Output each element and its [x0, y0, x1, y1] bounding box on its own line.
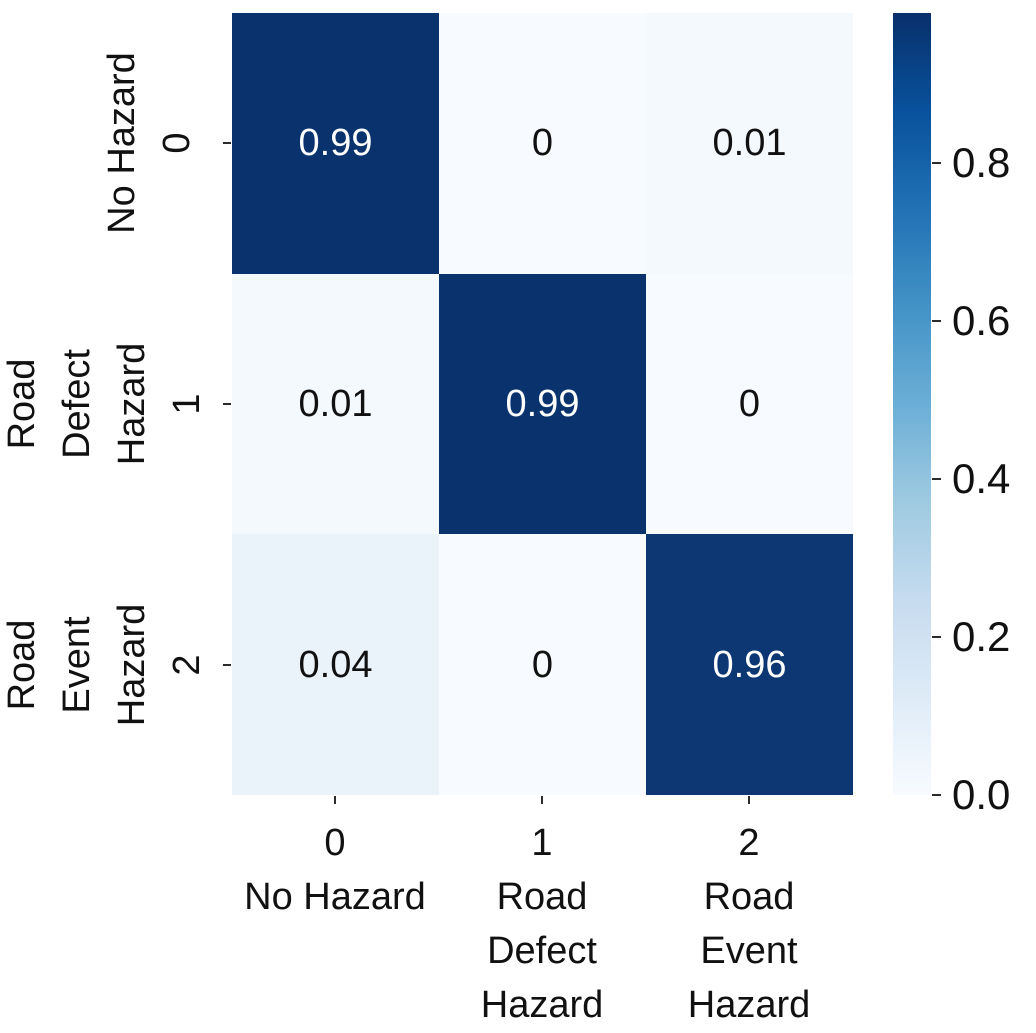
x-tick-label-0: 0 No Hazard: [244, 822, 426, 918]
colorbar-tick-mark-3: [932, 636, 941, 638]
y-tick-mark-1: [223, 403, 231, 405]
colorbar-tick-label-0: 0.8: [952, 139, 1011, 186]
y-tick-label-0: No Hazard 0: [101, 52, 198, 234]
colorbar-tick-label-2: 0.4: [952, 455, 1011, 502]
x-tick-mark-0: [334, 796, 336, 804]
colorbar-tick-mark-2: [932, 478, 941, 480]
matrix-cell-r0c2: 0.01: [646, 13, 853, 274]
x-tick-mark-2: [748, 796, 750, 804]
y-tick-label-1: Road Defect Hazard 1: [1, 342, 208, 466]
matrix-cell-r1c0: 0.01: [232, 273, 439, 535]
matrix-cell-r2c0: 0.04: [232, 534, 439, 795]
colorbar-tick-mark-4: [932, 794, 941, 796]
matrix-cell-r0c0: 0.99: [232, 13, 439, 274]
colorbar-tick-mark-1: [932, 320, 941, 322]
matrix-cell-r0c1: 0: [439, 13, 646, 274]
matrix-cell-r2c1: 0: [439, 534, 646, 795]
colorbar-tick-label-3: 0.2: [952, 613, 1011, 660]
matrix-cell-r1c1: 0.99: [439, 273, 646, 535]
x-tick-label-2: 2 Road Event Hazard: [687, 822, 811, 1026]
x-tick-label-1: 1 Road Defect Hazard: [480, 822, 604, 1026]
colorbar-tick-mark-0: [932, 162, 941, 164]
colorbar-tick-label-4: 0.0: [952, 771, 1011, 818]
matrix-cell-r1c2: 0: [646, 273, 853, 535]
heatmap-grid: 0.99 0 0.01 0.01 0.99 0 0.04 0 0.96: [232, 13, 853, 795]
matrix-cell-r2c2: 0.96: [646, 534, 853, 795]
colorbar-tick-label-1: 0.6: [952, 297, 1011, 344]
y-tick-mark-2: [223, 664, 231, 666]
x-tick-mark-1: [541, 796, 543, 804]
y-tick-label-2: Road Event Hazard 2: [1, 603, 208, 727]
y-tick-mark-0: [223, 142, 231, 144]
colorbar: [893, 13, 931, 795]
